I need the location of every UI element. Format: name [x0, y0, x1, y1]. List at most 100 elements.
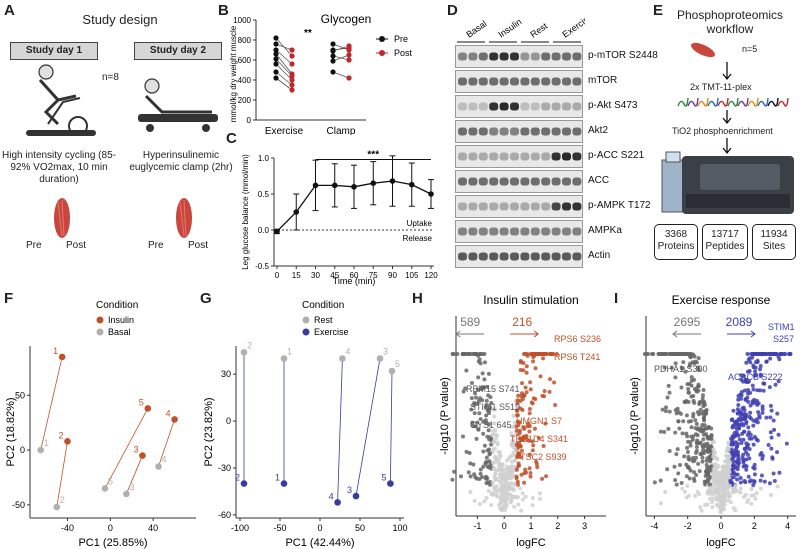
- volcano-point: [474, 395, 479, 400]
- volcano-point: [544, 474, 549, 479]
- volcano-point: [770, 352, 775, 356]
- y-tick-label: -0.5: [255, 262, 269, 271]
- gene-label-up: ACACB S222: [728, 372, 783, 382]
- volcano-point: [760, 410, 765, 415]
- blot-band: [510, 227, 519, 236]
- volcano-point: [744, 457, 749, 462]
- volcano-point: [492, 407, 497, 412]
- volcano-point: [762, 381, 767, 386]
- volcano-point: [706, 436, 711, 441]
- volcano-point: [502, 495, 507, 500]
- volcano-point: [716, 478, 721, 483]
- volcano-point: [657, 352, 662, 356]
- volcano-point: [737, 437, 742, 442]
- volcano-point: [507, 492, 512, 497]
- data-point: [293, 209, 300, 215]
- blot-band: [572, 202, 582, 211]
- volcano-point: [485, 403, 490, 408]
- volcano-point: [523, 470, 528, 475]
- volcano-point: [695, 489, 700, 494]
- volcano-point: [736, 417, 741, 422]
- blot-band: [520, 177, 530, 186]
- volcano-point: [484, 455, 489, 460]
- volcano-point: [485, 408, 490, 413]
- volcano-point: [475, 387, 480, 392]
- volcano-point: [758, 486, 763, 491]
- volcano-point: [473, 475, 478, 480]
- volcano-point: [504, 464, 509, 469]
- volcano-point: [522, 480, 527, 485]
- volcano-point: [538, 374, 543, 379]
- arrow-left-icon: [672, 330, 701, 338]
- x-tick-label: 0: [275, 271, 280, 280]
- volcano-point: [744, 441, 749, 446]
- blot-band: [510, 77, 519, 86]
- point-label: 1: [287, 347, 292, 357]
- volcano-point: [711, 447, 716, 452]
- volcano-point: [497, 462, 502, 467]
- y-tick-label: 50: [15, 390, 25, 400]
- volcano-point: [776, 379, 781, 384]
- legend-label: Basal: [108, 327, 131, 337]
- volcano-point: [482, 499, 487, 504]
- blot-row: [455, 220, 583, 243]
- volcano-point: [482, 443, 487, 448]
- volcano-point: [731, 434, 736, 439]
- volcano-point: [684, 399, 689, 404]
- volcano-point: [481, 385, 486, 390]
- blot-label: p-Akt S473: [588, 100, 638, 111]
- volcano-point: [755, 352, 760, 356]
- volcano-point: [708, 496, 713, 501]
- volcano-point: [517, 428, 522, 433]
- point-label: 2: [247, 340, 252, 350]
- volcano-point: [472, 498, 477, 503]
- blot-band: [541, 127, 551, 136]
- pre-point: [330, 53, 336, 59]
- legend-marker: [302, 316, 310, 324]
- volcano-point: [686, 390, 691, 395]
- volcano-point: [746, 474, 751, 479]
- blot-group-label: Rest: [528, 21, 549, 40]
- blot-band: [458, 202, 467, 211]
- data-point: [389, 178, 396, 184]
- peptide-squiggle: [697, 97, 709, 107]
- volcano-point: [746, 357, 751, 362]
- blot-band: [510, 202, 519, 211]
- peptide-squiggle: [747, 97, 759, 107]
- x-tick-label: 4: [785, 521, 790, 531]
- gene-label-up-continued: S257: [773, 334, 794, 344]
- blot-band: [541, 77, 551, 86]
- blot-label: Actin: [588, 250, 611, 261]
- volcano-point: [498, 506, 503, 511]
- count-up: 2089: [726, 315, 753, 329]
- blot-band: [499, 202, 509, 211]
- volcano-point: [532, 426, 537, 431]
- volcano-point: [746, 399, 751, 404]
- volcano-point: [518, 406, 523, 411]
- insulin-point: [144, 405, 152, 412]
- volcano-point: [695, 427, 700, 432]
- volcano-point: [484, 495, 489, 500]
- data-point: [370, 180, 377, 186]
- volcano-point: [495, 493, 500, 498]
- count-down: 2695: [674, 315, 701, 329]
- volcano-point: [710, 504, 715, 509]
- blot-band: [468, 77, 478, 86]
- peptide-squiggle: [687, 97, 699, 107]
- volcano-point: [689, 434, 694, 439]
- volcano-point: [768, 415, 773, 420]
- pair-line: [275, 77, 293, 91]
- blot-band: [541, 252, 551, 261]
- volcano-point: [723, 453, 728, 458]
- volcano-point: [509, 464, 514, 469]
- panel-label-d: D: [447, 2, 458, 19]
- volcano-point: [743, 480, 748, 485]
- volcano-point: [520, 437, 525, 442]
- post-point: [346, 43, 352, 49]
- point-label: 4: [345, 347, 350, 357]
- volcano-point: [760, 453, 765, 458]
- volcano-point: [468, 490, 473, 495]
- count-down: 589: [460, 315, 480, 329]
- volcano-point: [520, 397, 525, 402]
- volcano-point: [687, 476, 692, 481]
